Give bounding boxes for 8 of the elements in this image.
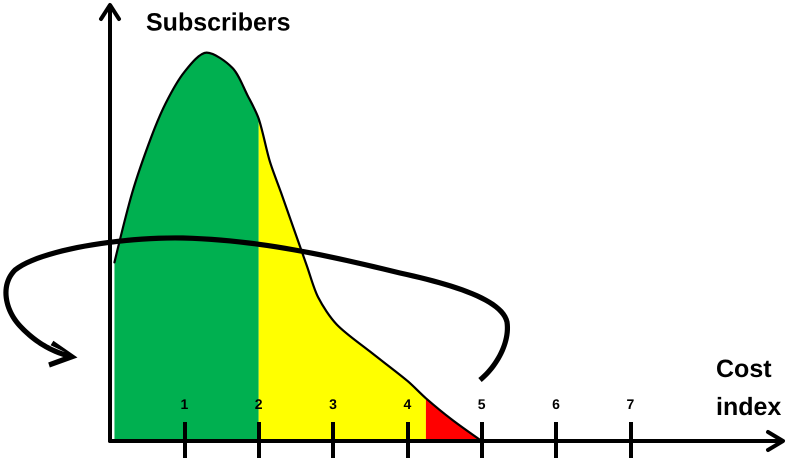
x-axis-title: Cost index (716, 355, 782, 421)
x-tick-label: 7 (626, 396, 634, 412)
x-tick-label: 4 (403, 396, 412, 412)
x-tick-label: 1 (180, 396, 188, 412)
x-tick-label: 3 (329, 396, 338, 412)
y-axis-title: Subscribers (146, 8, 291, 36)
x-tick-label: 5 (478, 396, 486, 412)
x-tick-label: 6 (552, 396, 560, 412)
